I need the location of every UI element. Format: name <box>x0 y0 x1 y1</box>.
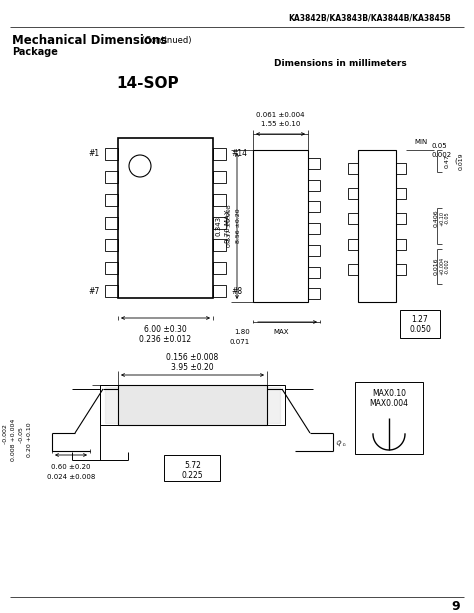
Bar <box>348 238 358 249</box>
Bar <box>105 240 118 251</box>
Text: 0.050: 0.050 <box>409 326 431 335</box>
Text: MIN: MIN <box>414 139 427 145</box>
Bar <box>308 202 320 213</box>
Text: #7: #7 <box>89 287 100 295</box>
Bar <box>348 162 358 173</box>
Text: Dimensions in millimeters: Dimensions in millimeters <box>273 58 406 67</box>
Text: 0.406: 0.406 <box>434 209 438 227</box>
Text: 0.343: 0.343 <box>216 216 222 236</box>
Text: -0.002: -0.002 <box>445 259 449 274</box>
Polygon shape <box>105 387 280 423</box>
Bar <box>396 162 406 173</box>
Text: 1.27: 1.27 <box>411 314 428 324</box>
Bar <box>118 138 213 298</box>
Text: 8.56 ±0.20: 8.56 ±0.20 <box>237 208 241 243</box>
Text: MAX0.10: MAX0.10 <box>372 389 406 398</box>
Bar <box>213 262 226 274</box>
Bar <box>213 240 226 251</box>
Bar <box>213 194 226 206</box>
Bar <box>105 262 118 274</box>
Bar <box>308 158 320 169</box>
Bar <box>164 455 220 481</box>
Text: 1.80: 1.80 <box>234 329 250 335</box>
Text: 0.225: 0.225 <box>182 471 203 479</box>
Text: 3.95 ±0.20: 3.95 ±0.20 <box>171 362 214 371</box>
Text: 0.002: 0.002 <box>432 152 452 158</box>
Bar <box>105 171 118 183</box>
Text: 0.236 ±0.012: 0.236 ±0.012 <box>139 335 191 345</box>
Bar <box>396 264 406 275</box>
Text: MAX0.004: MAX0.004 <box>370 400 409 408</box>
Text: 0.60 ±0.20: 0.60 ±0.20 <box>51 464 91 470</box>
Bar <box>396 188 406 199</box>
Circle shape <box>129 155 151 177</box>
Text: #1: #1 <box>89 150 100 159</box>
Text: +0.10: +0.10 <box>439 210 445 226</box>
Text: 0.008 +0.004: 0.008 +0.004 <box>11 419 17 461</box>
Bar <box>105 285 118 297</box>
Text: Mechanical Dimensions: Mechanical Dimensions <box>12 34 167 47</box>
Text: (Continued): (Continued) <box>139 36 191 45</box>
Bar <box>308 223 320 234</box>
Bar <box>308 288 320 299</box>
Bar <box>348 264 358 275</box>
Text: #8: #8 <box>231 287 242 295</box>
Bar <box>105 194 118 206</box>
Bar <box>100 385 285 425</box>
Text: -0.002: -0.002 <box>3 424 9 456</box>
Text: -0.05: -0.05 <box>445 211 449 224</box>
Text: 1.55 ±0.10: 1.55 ±0.10 <box>261 121 300 127</box>
Text: 9: 9 <box>451 601 460 613</box>
Text: 14-SOP: 14-SOP <box>117 75 179 91</box>
Text: 0.156 ±0.008: 0.156 ±0.008 <box>166 352 219 362</box>
Text: -0.05: -0.05 <box>19 427 25 453</box>
Bar <box>348 213 358 224</box>
Bar <box>105 148 118 160</box>
Text: 0.337 ±0.008: 0.337 ±0.008 <box>228 205 233 247</box>
Text: 8.70 MAX: 8.70 MAX <box>225 209 231 243</box>
Text: 6.00 ±0.30: 6.00 ±0.30 <box>144 326 187 335</box>
Bar <box>308 267 320 278</box>
Text: 0.20 +0.10: 0.20 +0.10 <box>27 423 33 457</box>
Bar <box>213 216 226 229</box>
Text: 0.47: 0.47 <box>445 154 449 168</box>
Text: 0.05: 0.05 <box>432 143 447 149</box>
Bar <box>253 150 308 302</box>
Bar <box>213 171 226 183</box>
Text: 0.061 ±0.004: 0.061 ±0.004 <box>256 112 305 118</box>
Bar <box>213 285 226 297</box>
Text: 0.016: 0.016 <box>434 257 438 275</box>
Text: +0.004: +0.004 <box>439 257 445 275</box>
Bar <box>348 188 358 199</box>
Text: (: ( <box>455 158 457 164</box>
Text: MAX: MAX <box>273 329 289 335</box>
Text: KA3842B/KA3843B/KA3844B/KA3845B: KA3842B/KA3843B/KA3844B/KA3845B <box>289 13 451 23</box>
Text: 0.019: 0.019 <box>458 152 464 170</box>
Text: 0.°: 0.° <box>334 440 346 451</box>
Text: Package: Package <box>12 47 58 57</box>
Bar <box>396 213 406 224</box>
Bar <box>400 310 440 338</box>
Text: 5.72: 5.72 <box>184 460 201 470</box>
Text: 0.024 ±0.008: 0.024 ±0.008 <box>47 474 95 480</box>
Bar <box>308 245 320 256</box>
Text: 0.071: 0.071 <box>230 339 250 345</box>
Bar <box>118 385 267 425</box>
Bar <box>358 150 396 302</box>
Bar <box>105 216 118 229</box>
Bar <box>213 148 226 160</box>
Bar <box>308 180 320 191</box>
Bar <box>396 238 406 249</box>
Text: #14: #14 <box>231 150 247 159</box>
Bar <box>355 382 423 454</box>
